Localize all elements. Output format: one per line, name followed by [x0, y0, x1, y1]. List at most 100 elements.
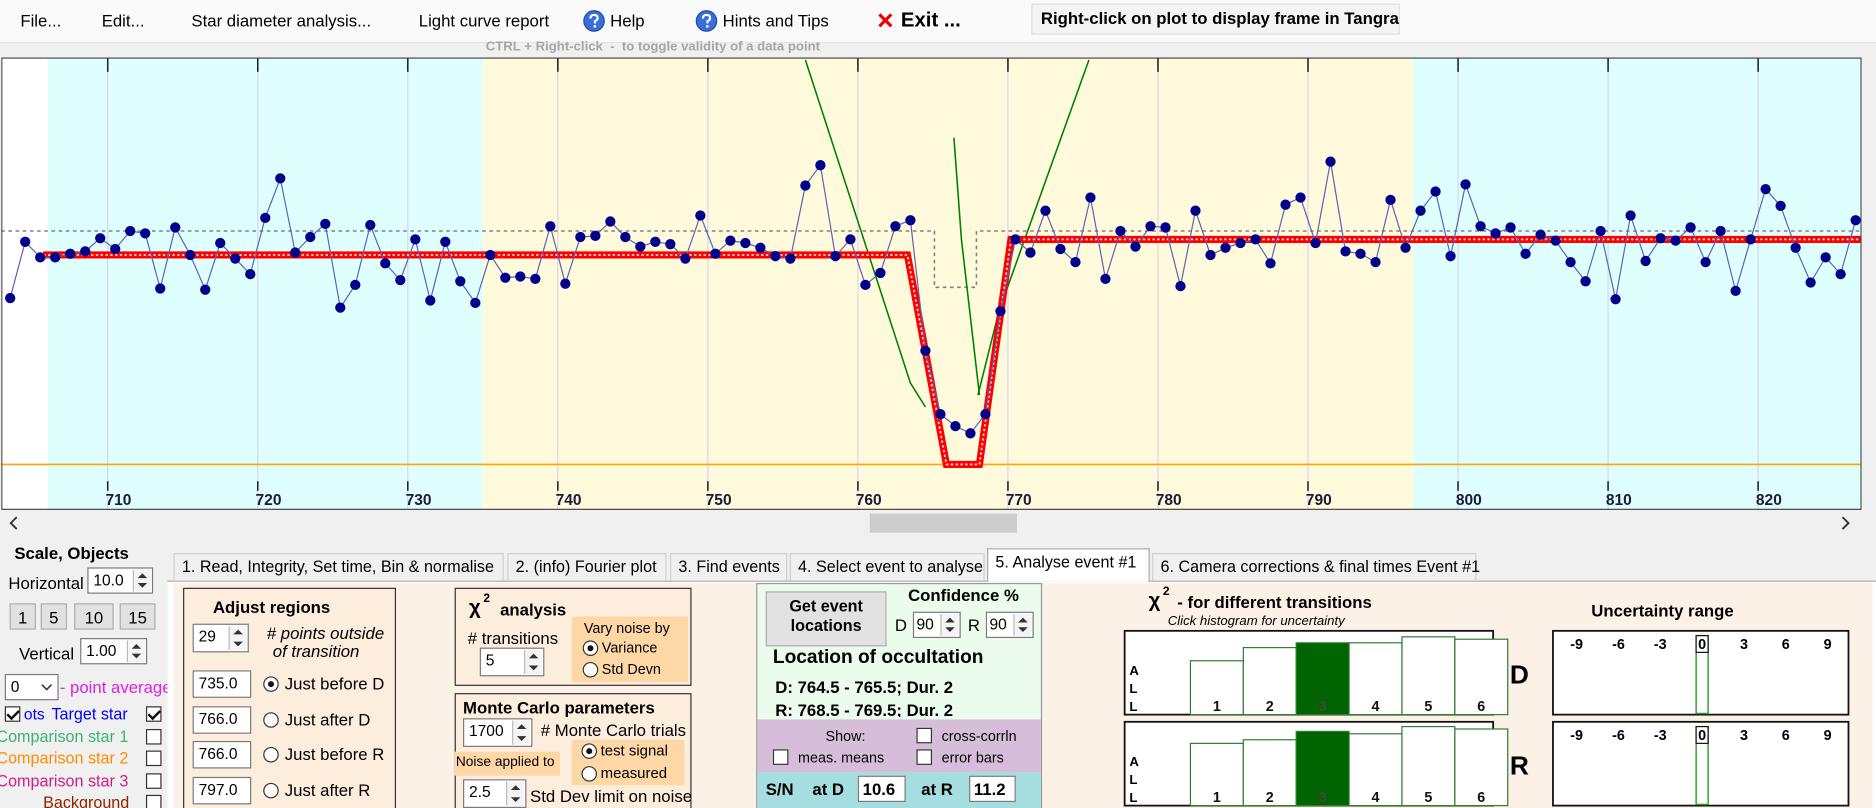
tab[interactable]: 1. Read, Integrity, Set time, Bin & norm…	[173, 553, 504, 581]
tab[interactable]: 5. Analyse event #1	[987, 548, 1150, 582]
axis-letter: L	[1129, 790, 1137, 805]
histogram-bar	[1348, 642, 1403, 716]
bar-label: 3	[1319, 699, 1327, 715]
average-dropdown[interactable]: 0	[4, 673, 59, 701]
get-locations-button[interactable]: Get event locations	[765, 591, 887, 647]
bar-label: 6	[1477, 790, 1485, 806]
radio[interactable]	[263, 746, 279, 763]
scroll-right[interactable]	[1839, 516, 1851, 530]
data-point	[1670, 235, 1681, 246]
checkbox[interactable]	[916, 727, 933, 744]
transitions-input[interactable]: 5	[479, 647, 545, 677]
menu-item[interactable]: Edit...	[101, 10, 145, 30]
data-point	[1475, 221, 1486, 232]
data-point	[305, 231, 316, 243]
data-point	[635, 241, 646, 252]
radio[interactable]	[263, 711, 279, 728]
label: # transitions	[467, 628, 559, 648]
d-confidence-input[interactable]: 90	[912, 611, 961, 639]
radio[interactable]	[263, 676, 279, 692]
data-point	[1085, 192, 1096, 203]
menu-item[interactable]: Hints and Tips	[722, 10, 829, 30]
r-confidence-input[interactable]: 90	[985, 611, 1034, 639]
scale-button[interactable]: 10	[74, 603, 114, 630]
menu-item[interactable]: Exit ...	[900, 8, 961, 32]
bar-label: 5	[1424, 790, 1432, 806]
horizontal-scale-input[interactable]: 10.0	[87, 567, 154, 594]
scale-button[interactable]: 5	[40, 603, 68, 630]
data-point	[1235, 237, 1246, 249]
tab[interactable]: 2. (info) Fourier plot	[507, 553, 667, 581]
histogram-bar	[1454, 728, 1509, 807]
x-tick-label: 730	[406, 492, 432, 509]
light-curve-plot[interactable]: 710 720 730 740 750 760 770 780 790 800 810 820	[1, 57, 1862, 510]
region-input[interactable]: 797.0	[192, 776, 252, 804]
help-icon	[583, 10, 605, 32]
menu-item[interactable]: Help	[610, 10, 645, 30]
data-point	[65, 248, 76, 259]
radio[interactable]	[582, 661, 599, 678]
spinner[interactable]	[940, 614, 959, 636]
region-input[interactable]: 735.0	[192, 670, 252, 698]
tab[interactable]: 4. Select event to analyse	[789, 553, 985, 581]
data-point	[1310, 237, 1321, 249]
trials-input[interactable]: 1700	[463, 718, 533, 747]
scale-button[interactable]: 1	[9, 603, 36, 630]
spinner[interactable]	[126, 640, 145, 662]
data-point	[1145, 221, 1156, 232]
checkbox[interactable]	[145, 750, 162, 767]
region-input[interactable]: 766.0	[192, 740, 252, 769]
x-tick-label: 820	[1756, 492, 1782, 509]
sn-value: 10.6	[857, 775, 906, 803]
limit-input[interactable]: 2.5	[463, 779, 527, 808]
label: meas. means	[798, 749, 885, 767]
scale-button[interactable]: 15	[119, 603, 156, 630]
tab[interactable]: 3. Find events	[670, 553, 788, 581]
checkbox[interactable]	[772, 749, 789, 765]
data-point	[1655, 233, 1666, 244]
vertical-scale-input[interactable]: 1.00	[80, 638, 148, 665]
checkbox[interactable]	[145, 728, 162, 744]
input-value: 90	[989, 615, 1007, 634]
spinner[interactable]	[228, 626, 247, 650]
region-input[interactable]: 766.0	[192, 705, 252, 734]
data-point	[1730, 285, 1741, 297]
points-outside-input[interactable]: 29	[192, 623, 249, 653]
spinner[interactable]	[506, 781, 525, 806]
data-point	[920, 345, 931, 356]
checkbox[interactable]	[145, 794, 162, 808]
spinner[interactable]	[524, 649, 542, 674]
menu-item[interactable]: Star diameter analysis...	[191, 10, 372, 30]
checkbox[interactable]	[916, 749, 933, 765]
label: cross-corrln	[941, 727, 1017, 745]
radio[interactable]	[581, 766, 598, 782]
data-point	[1415, 205, 1426, 216]
menu-item[interactable]: File...	[20, 10, 62, 30]
radio[interactable]	[263, 782, 279, 798]
data-point	[1775, 200, 1786, 212]
tab[interactable]: 6. Camera corrections & final times Even…	[1152, 553, 1480, 581]
data-point	[620, 231, 631, 243]
superscript: 2	[1162, 585, 1170, 599]
label: of transition	[272, 641, 360, 661]
spinner[interactable]	[132, 569, 151, 592]
hint-text: CTRL + Right-click - to toggle validity …	[485, 39, 821, 54]
menu-item[interactable]: Light curve report	[418, 10, 550, 30]
data-point	[1190, 205, 1201, 216]
checkbox[interactable]	[145, 772, 162, 789]
x-tick-label: -9	[1570, 728, 1583, 744]
spinner[interactable]	[512, 720, 531, 745]
object-label: Comparison star 1	[0, 727, 129, 746]
scroll-left[interactable]	[8, 516, 20, 530]
data-point	[1550, 235, 1561, 246]
scroll-thumb[interactable]	[869, 513, 1017, 533]
checkbox[interactable]	[145, 706, 162, 722]
x-tick-label: 720	[256, 492, 282, 509]
checkbox[interactable]	[4, 706, 21, 722]
spinner[interactable]	[1013, 614, 1032, 636]
radio[interactable]	[581, 743, 598, 759]
x-tick-label: -3	[1654, 637, 1667, 653]
radio[interactable]	[582, 640, 599, 656]
x-tick-label: 3	[1740, 637, 1748, 653]
